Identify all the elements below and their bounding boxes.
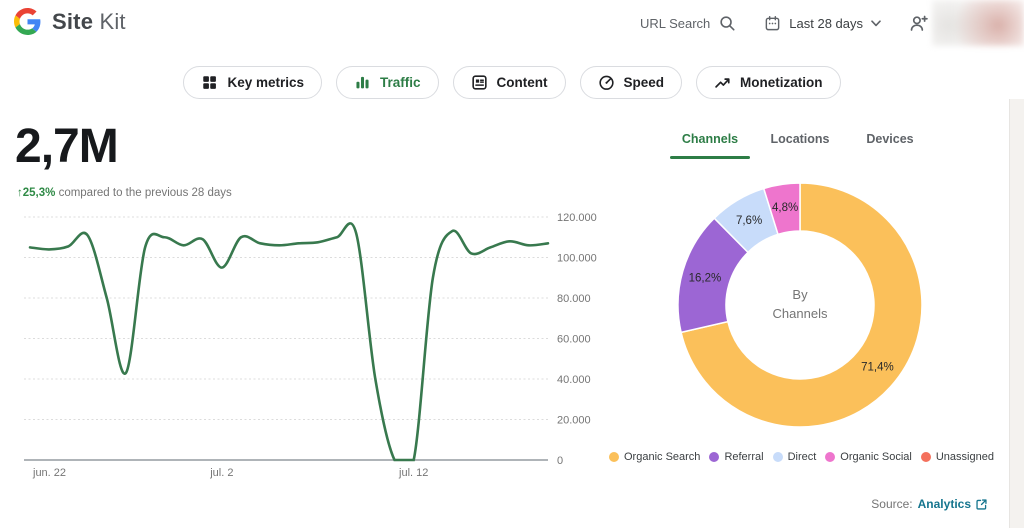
tab-label: Monetization [740, 75, 823, 90]
y-axis-label: 20.000 [557, 415, 591, 427]
tab-channels[interactable]: Channels [665, 126, 755, 159]
donut-slice [762, 182, 801, 236]
search-icon [720, 15, 735, 31]
source-row: Source: Analytics [871, 497, 988, 511]
speedometer-icon [598, 75, 614, 90]
donut-center-label: By Channels [773, 287, 828, 321]
external-link-icon [976, 498, 987, 510]
brand-name: Site [52, 8, 94, 34]
x-axis-label: jul. 12 [398, 467, 428, 479]
donut-slice-label: 16,2% [689, 272, 722, 284]
legend-item: Organic Social [825, 451, 912, 463]
tab-label: Locations [770, 132, 830, 146]
tab-key-metrics[interactable]: Key metrics [183, 66, 322, 99]
tab-content[interactable]: Content [452, 66, 566, 99]
tab-monetization[interactable]: Monetization [696, 66, 841, 99]
donut-slice-label: 4,8% [772, 202, 798, 214]
change-summary: ↑25,3% compared to the previous 28 days [17, 187, 232, 199]
dashboard-nav: Key metrics Traffic Content Speed Moneti… [0, 66, 1024, 99]
source-label: Source: [871, 497, 913, 511]
change-caption: compared to the previous 28 days [58, 187, 232, 199]
site-kit-logo: Site Kit [14, 8, 126, 35]
total-visitors-value: 2,7M [15, 120, 119, 173]
legend-label: Organic Social [840, 451, 912, 463]
chevron-down-icon [871, 19, 881, 26]
donut-slice [680, 182, 923, 428]
tab-label: Traffic [380, 75, 421, 90]
date-range-selector[interactable]: Last 28 days [764, 15, 881, 32]
traffic-line-chart: 0 20.000 40.000 60.000 80.000 100.000 120.000 j… [24, 212, 597, 479]
tab-label: Speed [623, 75, 665, 90]
donut-legend: Organic Search Referral Direct Organic Soci… [609, 451, 995, 463]
legend-label: Unassigned [935, 451, 994, 463]
y-axis-label: 100.000 [557, 253, 597, 265]
legend-item: Unassigned [920, 451, 994, 463]
grid-icon [203, 76, 217, 89]
channels-donut-chart: 71,4% 16,2% 7,6% 4,8% By Channels [677, 182, 923, 428]
legend-dot-icon [920, 452, 931, 462]
tab-label: Devices [866, 132, 914, 146]
legend-label: Organic Search [624, 451, 701, 463]
dimension-tabs: Channels Locations Devices [665, 126, 935, 159]
legend-item: Organic Search [609, 451, 700, 463]
date-range-label: Last 28 days [789, 15, 863, 31]
tab-locations[interactable]: Locations [755, 126, 845, 159]
change-badge: ↑25,3% [17, 187, 55, 199]
person-add-icon [910, 15, 928, 31]
url-search-button[interactable]: URL Search [640, 15, 736, 32]
app-header: Site Kit URL Search Last 28 days [0, 0, 1024, 46]
tab-devices[interactable]: Devices [845, 126, 935, 159]
legend-label: Referral [724, 451, 764, 463]
y-axis-label: 60.000 [557, 334, 591, 346]
url-search-label: URL Search [639, 15, 711, 31]
tab-label: Channels [681, 132, 739, 146]
donut-slice-label: 71,4% [861, 362, 894, 374]
bar-chart-icon [356, 76, 369, 89]
y-axis-label: 0 [557, 455, 563, 467]
account-avatar[interactable] [932, 0, 1024, 46]
calendar-icon [765, 15, 780, 30]
change-percent: 25,3% [22, 187, 56, 199]
legend-dot-icon [709, 452, 720, 462]
tab-label: Content [496, 75, 548, 90]
x-axis-label: jun. 22 [32, 467, 66, 479]
donut-slice-label: 7,6% [736, 215, 762, 227]
analytics-link[interactable]: Analytics [918, 497, 988, 511]
y-axis-label: 120.000 [557, 212, 597, 224]
analytics-link-label: Analytics [917, 497, 971, 511]
legend-label: Direct [787, 451, 817, 463]
page-edge-strip [1009, 99, 1024, 528]
article-icon [471, 75, 487, 90]
trending-up-icon [715, 78, 730, 88]
x-axis-label: jul. 2 [209, 467, 233, 479]
up-arrow-icon: ↑ [17, 187, 23, 199]
add-user-button[interactable] [909, 14, 928, 33]
tab-label: Key metrics [227, 75, 304, 90]
visitors-line-series [28, 222, 550, 462]
y-axis-label: 80.000 [557, 293, 591, 305]
google-logo-icon [14, 8, 41, 35]
product-name: Kit [99, 8, 126, 34]
legend-dot-icon [825, 452, 836, 462]
legend-dot-icon [772, 452, 783, 462]
tab-speed[interactable]: Speed [579, 66, 683, 99]
legend-dot-icon [609, 452, 619, 462]
app-title: Site Kit [52, 9, 126, 35]
tab-traffic[interactable]: Traffic [336, 66, 439, 99]
legend-item: Direct [772, 451, 817, 463]
legend-item: Referral [709, 451, 764, 463]
y-axis-label: 40.000 [557, 374, 591, 386]
